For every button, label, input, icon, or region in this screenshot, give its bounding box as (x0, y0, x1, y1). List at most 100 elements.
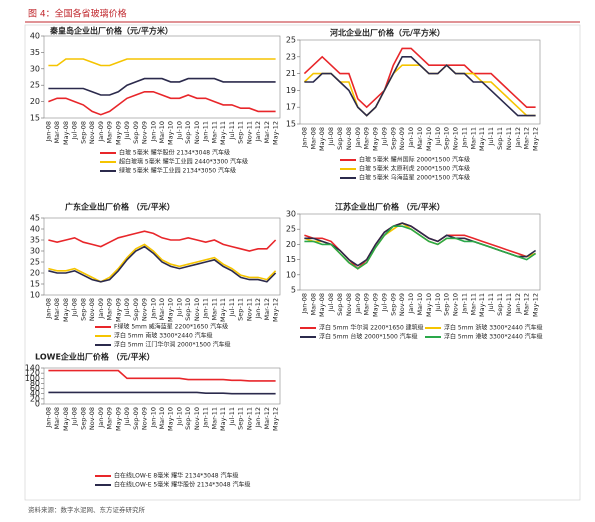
x-tick-label: May-11 (478, 127, 486, 151)
legend-label: 浮白 5mm 江门华尔润 2000*1500 汽车级 (114, 341, 231, 349)
y-tick-label: 25 (286, 36, 296, 45)
y-tick-label: 5 (291, 286, 296, 295)
series-line (48, 230, 277, 252)
y-tick-label: 40 (30, 225, 40, 234)
y-tick-label: 23 (286, 52, 296, 61)
x-tick-label: Sep-11 (237, 407, 245, 430)
y-tick-label: 140 (25, 364, 40, 373)
x-tick-label: Jul-09 (380, 127, 388, 146)
x-tick-label: Nov-10 (193, 298, 201, 321)
legend-label: 浮白 5mm 南玻 3300*2440 汽车级 (114, 332, 213, 340)
x-tick-label: Mar-09 (106, 298, 114, 320)
legend-label: 白玻 5毫米 乌海蓝星 2000*1500 汽车级 (359, 174, 470, 182)
y-tick-label: 10 (30, 291, 40, 300)
y-tick-label: 10 (286, 270, 296, 279)
x-tick-label: Jul-09 (123, 407, 131, 426)
x-tick-label: May-08 (62, 298, 70, 322)
x-tick-label: Jan-12 (514, 293, 522, 315)
x-tick-label: Jan-10 (407, 127, 415, 149)
x-tick-label: Jan-12 (254, 121, 262, 143)
x-tick-label: May-09 (372, 293, 380, 317)
y-tick-label: 0 (35, 400, 40, 409)
x-tick-label: Nov-08 (345, 127, 353, 150)
y-tick-label: 40 (30, 389, 40, 398)
y-tick-label: 25 (30, 81, 40, 90)
x-tick-label: Nov-09 (141, 121, 149, 144)
x-tick-label: May-11 (219, 407, 227, 431)
x-tick-label: Nov-10 (452, 127, 460, 150)
legend-label: 浮白 5mm 华尔润 2200*1650 建筑级 (319, 324, 424, 332)
y-tick-label: 40 (30, 32, 40, 41)
y-tick-label: 15 (286, 120, 296, 129)
x-tick-label: Mar-11 (210, 298, 218, 320)
x-tick-label: Jan-10 (149, 298, 157, 320)
x-tick-label: Nov-08 (88, 121, 96, 144)
x-tick-label: Nov-08 (88, 407, 96, 430)
series-line (304, 225, 537, 270)
chart-title: 秦皇岛企业出厂价格（元/平方米） (49, 26, 173, 36)
x-tick-label: Sep-08 (336, 293, 344, 316)
x-tick-label: Jan-11 (202, 407, 210, 429)
x-tick-label: Mar-08 (53, 407, 61, 429)
x-tick-label: Jul-08 (71, 407, 79, 426)
x-tick-label: Nov-09 (141, 298, 149, 321)
x-tick-label: Jan-08 (300, 293, 308, 315)
x-tick-label: Mar-10 (158, 121, 166, 143)
x-tick-label: Mar-09 (106, 407, 114, 429)
x-tick-label: Sep-11 (496, 293, 504, 316)
x-tick-label: Jan-08 (44, 121, 52, 143)
y-tick-label: 20 (30, 97, 40, 106)
legend-label: 白在线LOW-E 8毫米 耀华 2134*3048 汽车级 (114, 472, 238, 480)
series-line (304, 222, 536, 270)
x-tick-label: Jan-08 (44, 298, 52, 320)
y-tick-label: 21 (286, 69, 296, 78)
x-tick-label: May-08 (62, 121, 70, 145)
x-tick-label: Jan-10 (149, 407, 157, 429)
y-tick-label: 100 (25, 374, 40, 383)
x-tick-label: Jan-09 (354, 293, 362, 315)
legend-label: 白玻 5毫米 耀州国际 2000*1500 汽车级 (359, 156, 470, 164)
chart-title: 江苏企业出厂价格 （元/平米） (335, 202, 445, 212)
x-tick-label: May-12 (532, 293, 540, 317)
series-line (48, 58, 276, 67)
x-tick-label: Mar-09 (363, 127, 371, 149)
x-tick-label: Mar-09 (363, 293, 371, 315)
legend-label: 浮白 5mm 台玻 2000*1500 汽车级 (319, 333, 418, 341)
x-tick-label: Sep-08 (79, 298, 87, 321)
y-tick-label: 15 (286, 255, 296, 264)
x-tick-label: May-11 (219, 121, 227, 145)
x-tick-label: Mar-08 (53, 121, 61, 143)
x-tick-label: Sep-08 (79, 121, 87, 144)
x-tick-label: Jan-12 (254, 407, 262, 429)
x-tick-label: May-12 (272, 121, 280, 145)
y-tick-label: 35 (30, 236, 40, 245)
x-tick-label: Nov-11 (245, 121, 253, 144)
x-tick-label: Mar-08 (53, 298, 61, 320)
chart-title: LOWE企业出厂价格 （元/平米） (35, 352, 155, 362)
x-tick-label: Sep-09 (389, 127, 397, 150)
y-tick-label: 15 (30, 114, 40, 123)
series-line (304, 56, 536, 117)
x-tick-label: Jul-11 (228, 298, 236, 317)
x-tick-label: Mar-10 (416, 293, 424, 315)
x-tick-label: Mar-11 (469, 127, 477, 149)
x-tick-label: Mar-10 (158, 407, 166, 429)
y-tick-label: 25 (286, 225, 296, 234)
legend-label: 白在线LOW-E 5毫米 耀华股份 2134*3048 汽车级 (114, 481, 250, 489)
legend-label: 绿玻 5毫米 耀华工业园 2134*3050 汽车级 (119, 167, 236, 175)
y-tick-label: 20 (30, 269, 40, 278)
x-tick-label: Jan-09 (354, 127, 362, 149)
legend-label: 白玻 5毫米 耀华股份 2134*3048 汽车级 (119, 149, 230, 157)
x-tick-label: May-09 (114, 298, 122, 322)
x-tick-label: Jul-10 (175, 121, 183, 140)
x-tick-label: Mar-12 (263, 407, 271, 429)
x-tick-label: Jan-08 (44, 407, 52, 429)
x-tick-label: Nov-08 (88, 298, 96, 321)
x-tick-label: May-11 (219, 298, 227, 322)
series-line (304, 222, 537, 267)
x-tick-label: Mar-12 (263, 298, 271, 320)
x-tick-label: Jul-08 (327, 127, 335, 146)
x-tick-label: Jan-11 (202, 121, 210, 143)
x-tick-label: Jul-10 (175, 407, 183, 426)
x-tick-label: May-10 (425, 127, 433, 151)
